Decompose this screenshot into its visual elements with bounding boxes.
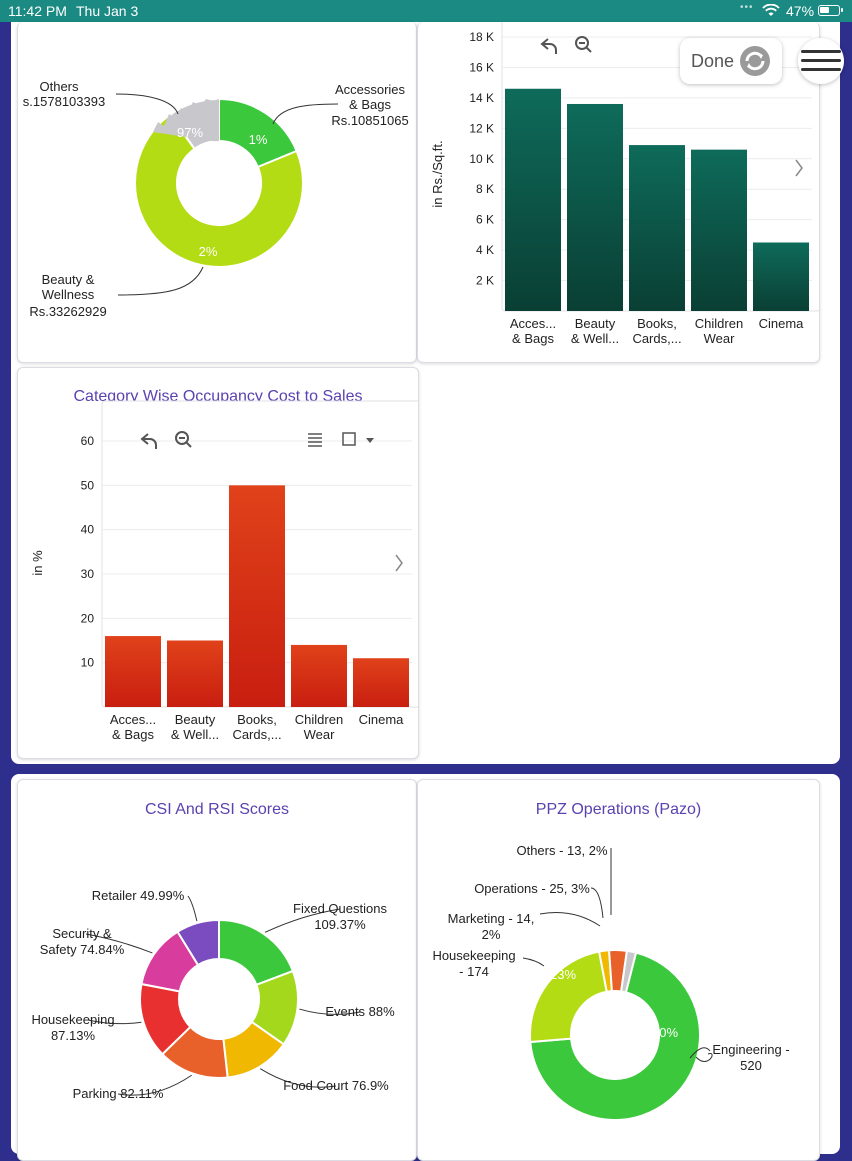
sqft-y-tick: 6 K bbox=[476, 213, 494, 227]
sqft-x-tick: Acces... & Bags bbox=[510, 316, 556, 346]
sqft-y-tick: 8 K bbox=[476, 182, 494, 196]
ppz-label-engineering: Engineering -520 bbox=[712, 1042, 789, 1073]
undo-icon[interactable] bbox=[140, 433, 157, 449]
sales-per-sqft-chart: 2 K 4 K 6 K 8 K 10 K 12 K 14 K 16 K 18 K Acces...… bbox=[430, 22, 819, 346]
sqft-x-tick: Children Wear bbox=[695, 316, 743, 346]
sqft-y-tick: 12 K bbox=[469, 121, 494, 135]
multitask-dots: ••• bbox=[740, 2, 754, 13]
occ-y-tick: 20 bbox=[81, 611, 95, 625]
ppz-label-housekeeping: Housekeeping - 174 bbox=[432, 948, 515, 979]
done-label: Done bbox=[691, 51, 735, 71]
ppz-card: PPZ Operations (Pazo) 70% 23% Engineering … bbox=[417, 779, 820, 1161]
csi-label-events: Events 88% bbox=[325, 1004, 395, 1019]
occ-bar[interactable] bbox=[353, 658, 409, 707]
sqft-y-tick: 14 K bbox=[469, 91, 494, 105]
occ-y-tick: 30 bbox=[81, 567, 95, 581]
csi-label-retailer: Retailer 49.99% bbox=[92, 888, 185, 903]
chevron-right-icon[interactable] bbox=[395, 554, 403, 572]
pie-value-others: s.1578103393 bbox=[23, 94, 105, 109]
occ-x-tick: Cinema bbox=[359, 712, 405, 727]
pie-value-accessories: Rs.10851065 bbox=[331, 113, 408, 128]
csi-label-food-court: Food Court 76.9% bbox=[283, 1078, 389, 1093]
undo-icon[interactable] bbox=[540, 38, 557, 54]
zoom-out-icon[interactable] bbox=[575, 36, 589, 50]
csi-label-security: Security & Safety 74.84% bbox=[40, 926, 125, 957]
pie-slice-others-edge bbox=[153, 99, 219, 142]
pie-label-accessories: Accessories & Bags bbox=[335, 82, 406, 112]
status-date: Thu Jan 3 bbox=[76, 3, 139, 19]
pie-value-beauty: Rs.33262929 bbox=[29, 304, 106, 319]
wifi-icon bbox=[762, 4, 780, 16]
pie-label-others: Others bbox=[39, 79, 79, 94]
csi-slice[interactable] bbox=[176, 918, 220, 967]
sqft-y-tick: 4 K bbox=[476, 243, 494, 257]
status-time: 11:42 PM bbox=[8, 3, 67, 19]
occ-bar[interactable] bbox=[229, 485, 285, 707]
dropdown-caret-icon[interactable] bbox=[366, 438, 374, 443]
sqft-bar[interactable] bbox=[505, 88, 561, 311]
occ-y-tick: 50 bbox=[81, 478, 95, 492]
sqft-x-tick: Books, Cards,... bbox=[632, 316, 681, 346]
done-button[interactable]: Done bbox=[680, 38, 782, 84]
csi-card: CSI And RSI Scores Fixed Questions 109.37… bbox=[17, 779, 417, 1161]
battery-percent: 47% bbox=[786, 3, 815, 19]
sqft-y-label: in Rs./Sq.ft. bbox=[430, 140, 445, 207]
occupancy-card: Category Wise Occupancy Cost to Sales 10… bbox=[17, 367, 419, 759]
pie-pct-accessories: 1% bbox=[249, 132, 268, 147]
menu-button[interactable] bbox=[798, 38, 844, 84]
sqft-bar[interactable] bbox=[753, 242, 809, 312]
refresh-icon bbox=[740, 46, 770, 76]
ppz-label-others: Others - 13, 2% bbox=[516, 843, 607, 858]
sqft-y-tick: 16 K bbox=[469, 60, 494, 74]
occ-x-tick: Acces... & Bags bbox=[110, 712, 156, 742]
occ-y-label: in % bbox=[30, 550, 45, 576]
ppz-pct-engineering: 70% bbox=[652, 1025, 678, 1040]
occ-bar[interactable] bbox=[291, 644, 347, 707]
ppz-slice[interactable] bbox=[529, 950, 608, 1044]
ppz-slice[interactable] bbox=[620, 949, 638, 994]
chevron-right-icon[interactable] bbox=[795, 159, 803, 177]
top-left-pie-card: 97% 1% 2% Others s.1578103393 Accessories & Ba… bbox=[17, 22, 417, 363]
hamburger-icon bbox=[801, 50, 841, 53]
occ-y-tick: 40 bbox=[81, 523, 95, 537]
csi-title: CSI And RSI Scores bbox=[144, 801, 290, 818]
zoom-out-icon[interactable] bbox=[175, 431, 189, 445]
ppz-pie-chart: 70% 23% Engineering -520 Housekeeping - 174 M… bbox=[432, 843, 790, 1121]
occ-bar[interactable] bbox=[105, 636, 161, 707]
csi-label-housekeeping: Housekeeping 87.13% bbox=[31, 1012, 114, 1043]
status-bar: 11:42 PM Thu Jan 3 ••• 47% bbox=[0, 0, 852, 22]
battery-icon bbox=[818, 5, 843, 16]
occ-bar[interactable] bbox=[167, 640, 223, 708]
sqft-y-tick: 18 K bbox=[469, 30, 494, 44]
sqft-x-tick: Beauty & Well... bbox=[571, 316, 619, 346]
pie-pct-beauty: 2% bbox=[199, 244, 218, 259]
sqft-y-tick: 2 K bbox=[476, 274, 494, 288]
ppz-label-operations: Operations - 25, 3% bbox=[474, 881, 590, 896]
csi-label-fixed-questions: Fixed Questions 109.37% bbox=[293, 901, 387, 932]
sqft-y-tick: 10 K bbox=[469, 152, 494, 166]
occ-x-tick: Children Wear bbox=[295, 712, 343, 742]
sqft-bar[interactable] bbox=[691, 149, 747, 311]
sqft-bar[interactable] bbox=[629, 145, 685, 311]
sqft-bar[interactable] bbox=[567, 103, 623, 311]
occ-y-tick: 10 bbox=[81, 656, 95, 670]
pie-label-beauty: Beauty & Wellness bbox=[42, 272, 95, 302]
occupancy-chart: 10 20 30 40 50 60 Acces... & Bags Beauty & Well..… bbox=[30, 400, 418, 742]
csi-pie-chart: Fixed Questions 109.37% Events 88% Food Cou… bbox=[31, 888, 395, 1101]
sqft-x-tick: Cinema bbox=[759, 316, 805, 331]
pie-pct-others: 97% bbox=[177, 125, 203, 140]
ppz-slice[interactable] bbox=[529, 951, 701, 1121]
ppz-title: PPZ Operations (Pazo) bbox=[535, 801, 702, 818]
ppz-pct-housekeeping: 23% bbox=[550, 967, 576, 982]
selection-tool-icon[interactable] bbox=[342, 432, 356, 446]
ppz-label-marketing: Marketing - 14, 2% bbox=[448, 911, 535, 942]
occ-x-tick: Books, Cards,... bbox=[232, 712, 281, 742]
csi-label-parking: Parking 82.11% bbox=[73, 1086, 164, 1101]
occ-x-tick: Beauty & Well... bbox=[171, 712, 219, 742]
occ-y-tick: 60 bbox=[81, 434, 95, 448]
